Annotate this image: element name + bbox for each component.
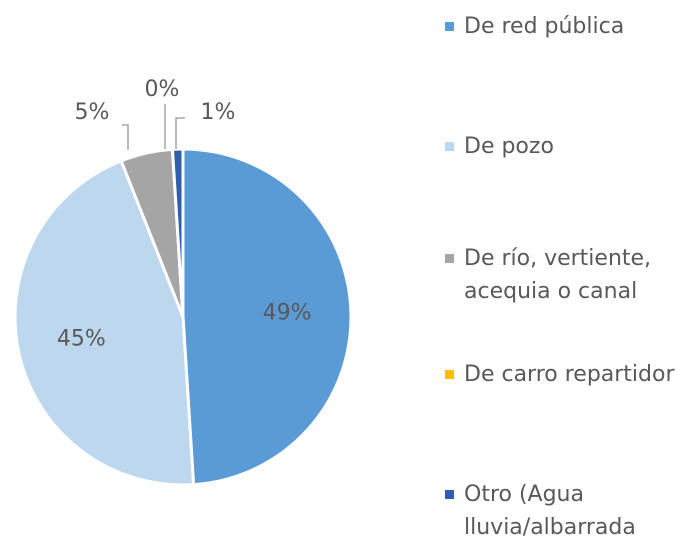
legend-label: Otro (Agua lluvia/albarrada [464, 482, 636, 540]
legend-label: De pozo [464, 134, 554, 159]
legend-swatch [445, 490, 454, 499]
data-label: 0% [145, 77, 180, 102]
data-label: 49% [263, 301, 312, 326]
pie-slice [13, 158, 196, 487]
data-label: 45% [57, 327, 106, 352]
legend-swatch [445, 142, 454, 151]
legend-item: De río, vertiente, acequia o canal [445, 242, 685, 308]
pie-slice [181, 147, 353, 487]
legend-item: De carro repartidor [445, 358, 685, 391]
leader-line [175, 117, 185, 149]
legend-label: De río, vertiente, acequia o canal [464, 246, 652, 304]
leader-line [122, 124, 129, 150]
legend-label: De red pública [464, 14, 625, 39]
data-label: 1% [201, 100, 236, 125]
legend-item: De pozo [445, 130, 685, 163]
legend-item: Otro (Agua lluvia/albarrada [445, 478, 685, 544]
legend-swatch [445, 254, 454, 263]
legend-swatch [445, 22, 454, 31]
legend-item: De red pública [445, 10, 685, 43]
legend-label: De carro repartidor [464, 362, 675, 387]
legend-swatch [445, 370, 454, 379]
data-label: 5% [75, 100, 110, 125]
pie-slice [170, 147, 185, 318]
